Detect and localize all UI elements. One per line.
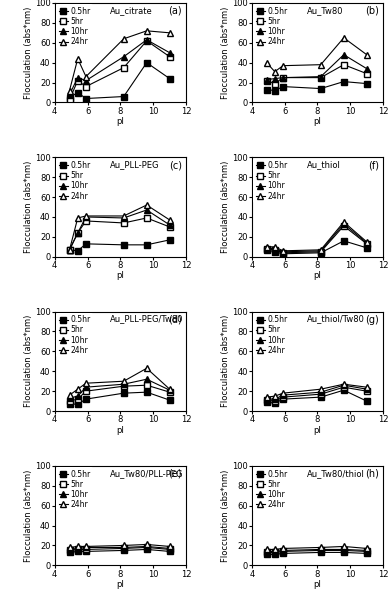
Text: Au_citrate: Au_citrate [110, 6, 152, 15]
Y-axis label: Flocculation (abs*nm): Flocculation (abs*nm) [24, 7, 34, 99]
Text: (d): (d) [169, 314, 182, 324]
Y-axis label: Flocculation (abs*nm): Flocculation (abs*nm) [221, 315, 231, 407]
Y-axis label: Flocculation (abs*nm): Flocculation (abs*nm) [24, 469, 34, 562]
Text: Au_Tw80/PLL-PEG: Au_Tw80/PLL-PEG [110, 469, 183, 478]
X-axis label: pI: pI [117, 580, 124, 589]
X-axis label: pI: pI [314, 426, 321, 435]
Legend: 0.5hr, 5hr, 10hr, 24hr: 0.5hr, 5hr, 10hr, 24hr [253, 467, 290, 511]
X-axis label: pI: pI [117, 271, 124, 281]
Legend: 0.5hr, 5hr, 10hr, 24hr: 0.5hr, 5hr, 10hr, 24hr [253, 159, 290, 203]
Y-axis label: Flocculation (abs*nm): Flocculation (abs*nm) [221, 161, 231, 253]
X-axis label: pI: pI [314, 271, 321, 281]
Legend: 0.5hr, 5hr, 10hr, 24hr: 0.5hr, 5hr, 10hr, 24hr [56, 467, 93, 511]
Text: Au_PLL-PEG: Au_PLL-PEG [110, 160, 160, 169]
Y-axis label: Flocculation (abs*nm): Flocculation (abs*nm) [221, 7, 231, 99]
X-axis label: pI: pI [117, 117, 124, 126]
Text: (c): (c) [169, 160, 182, 170]
Legend: 0.5hr, 5hr, 10hr, 24hr: 0.5hr, 5hr, 10hr, 24hr [56, 313, 93, 357]
Text: (h): (h) [365, 469, 379, 479]
Legend: 0.5hr, 5hr, 10hr, 24hr: 0.5hr, 5hr, 10hr, 24hr [253, 313, 290, 357]
X-axis label: pI: pI [314, 580, 321, 589]
Text: Au_PLL-PEG/Tw80: Au_PLL-PEG/Tw80 [110, 314, 183, 323]
Text: (g): (g) [366, 314, 379, 324]
X-axis label: pI: pI [314, 117, 321, 126]
Text: Au_Tw80/thiol: Au_Tw80/thiol [307, 469, 365, 478]
Text: (a): (a) [169, 6, 182, 16]
Legend: 0.5hr, 5hr, 10hr, 24hr: 0.5hr, 5hr, 10hr, 24hr [253, 5, 290, 49]
Y-axis label: Flocculation (abs*nm): Flocculation (abs*nm) [221, 469, 231, 562]
Text: (b): (b) [365, 6, 379, 16]
Text: Au_thiol/Tw80: Au_thiol/Tw80 [307, 314, 365, 323]
X-axis label: pI: pI [117, 426, 124, 435]
Legend: 0.5hr, 5hr, 10hr, 24hr: 0.5hr, 5hr, 10hr, 24hr [56, 5, 93, 49]
Text: (f): (f) [368, 160, 379, 170]
Y-axis label: Flocculation (abs*nm): Flocculation (abs*nm) [24, 161, 34, 253]
Text: (e): (e) [169, 469, 182, 479]
Text: Au_Tw80: Au_Tw80 [307, 6, 343, 15]
Text: Au_thiol: Au_thiol [307, 160, 341, 169]
Y-axis label: Flocculation (abs*nm): Flocculation (abs*nm) [24, 315, 34, 407]
Legend: 0.5hr, 5hr, 10hr, 24hr: 0.5hr, 5hr, 10hr, 24hr [56, 159, 93, 203]
